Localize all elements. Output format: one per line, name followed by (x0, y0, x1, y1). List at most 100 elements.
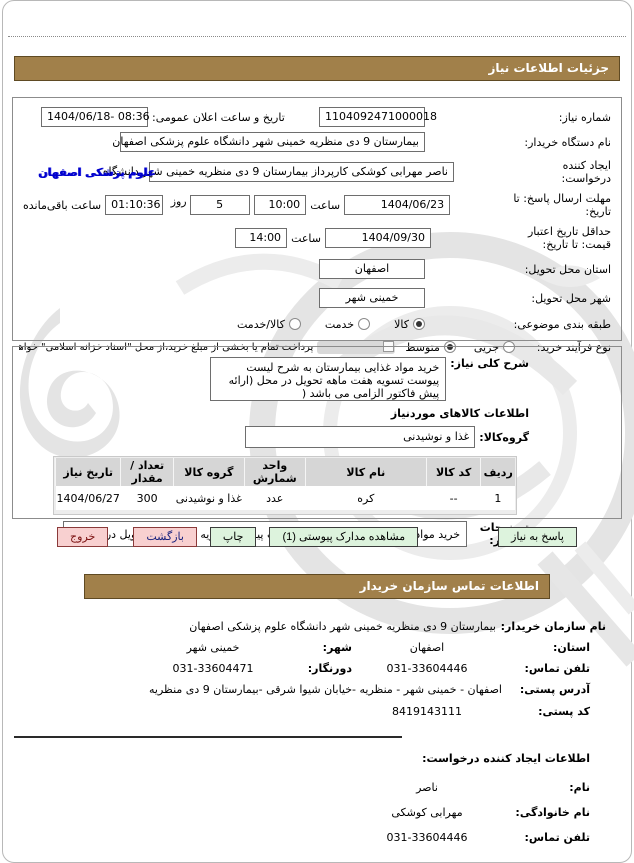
city-label: شهر: (322, 641, 352, 654)
process-partial-radio-label: جزیی (473, 340, 499, 354)
deadline-hour-input[interactable]: 10:00 (254, 195, 307, 215)
category-goods-radio-label: کالا (394, 317, 409, 331)
creator-info-heading: اطلاعات ایجاد کننده درخواست: (422, 752, 590, 765)
category-goods-radio[interactable] (413, 318, 425, 330)
row-purchase-process: نوع فرآیند خرید: جزیی متوسط پرداخت تمام … (19, 337, 611, 357)
process-medium-radio[interactable] (443, 341, 456, 353)
deadline-days-label: روز (170, 194, 187, 208)
goods-info-heading: اطلاعات کالاهای موردنیاز (390, 407, 529, 420)
announce-datetime-label: تاریخ و ساعت اعلان عمومی: (152, 110, 285, 124)
print-button[interactable]: چاپ (209, 527, 257, 547)
postal-address-value: اصفهان - خمینی شهر - منظریه -خیابان شیوا… (149, 683, 502, 696)
back-button[interactable]: بازگشت (133, 527, 197, 547)
province-value: اصفهان (409, 641, 445, 654)
price-validity-label: حداقل تاریخ اعتبار قیمت: تا تاریخ: (527, 225, 611, 251)
city-value: خمینی شهر (186, 641, 240, 654)
process-medium-radio-label: متوسط (405, 340, 440, 354)
need-description-box: شرح کلی نیاز: خرید مواد غذایی بیمارستان … (12, 346, 622, 547)
need-number-label: شماره نیاز: (558, 110, 611, 124)
category-goods-service-radio[interactable] (288, 318, 301, 330)
province-label: استان: (553, 641, 590, 654)
creator-name-label: نام: (569, 781, 590, 794)
col-item-name: نام کالا (304, 458, 427, 486)
row-province-city: استان: اصفهان شهر: خمینی شهر (0, 641, 634, 654)
remaining-hours-label: ساعت باقی‌مانده (23, 198, 102, 212)
response-deadline-label: مهلت ارسال پاسخ: تا تاریخ: (513, 192, 611, 218)
row-need-number: شماره نیاز: 1104092471000018 تاریخ و ساع… (19, 107, 611, 127)
category-goods-service-radio-label: کالا/خدمت (237, 317, 285, 331)
col-need-date: تاریخ نیاز (54, 458, 121, 486)
answer-need-button[interactable]: پاسخ به نیاز (498, 527, 577, 547)
action-buttons: پاسخ به نیاز مشاهده مدارک پیوستی (1) چاپ… (0, 527, 634, 547)
row-request-creator: ایجاد کننده درخواست: ناصر مهرابی کوشکی ک… (19, 157, 611, 187)
row-price-validity: حداقل تاریخ اعتبار قیمت: تا تاریخ: 1404/… (19, 223, 611, 253)
buyer-org-label: نام دستگاه خریدار: (524, 135, 611, 149)
need-description-textarea[interactable]: خرید مواد غذایی بیمارستان به شرح لیست پی… (210, 357, 447, 401)
postal-code-value: 8419143111 (392, 705, 462, 718)
goods-group-label: گروه‌کالا: (479, 430, 529, 444)
buyer-contact-section: نام سازمان خریدار: بیمارستان 9 دی منظریه… (0, 620, 634, 726)
creator-name-value: ناصر (416, 781, 438, 794)
purchase-process-label: نوع فرآیند خرید: (536, 340, 611, 354)
creator-org-overlay-link: علوم پزشکی اصفهان (37, 165, 156, 179)
row-phone-fax: تلفن تماس: 031-33604446 دورنگار: 031-336… (0, 662, 634, 675)
section-header-buyer-contact-label: اطلاعات تماس سازمان خریدار (359, 579, 539, 593)
fax-value: 031-33604471 (172, 662, 254, 675)
cell-item-name: کره (305, 486, 427, 510)
request-creator-input[interactable]: ناصر مهرابی کوشکی کارپرداز بیمارستان 9 د… (103, 162, 454, 182)
cell-item-group: غذا و نوشیدنی (173, 486, 245, 510)
request-creator-label: ایجاد کننده درخواست: (561, 159, 611, 185)
goods-table: ردیف کد کالا نام کالا واحد شمارش گروه کا… (54, 458, 515, 510)
col-count-unit: واحد شمارش (243, 458, 306, 486)
postal-address-label: آدرس پستی: (519, 683, 590, 696)
goods-group-input[interactable]: غذا و نوشیدنی (245, 426, 476, 448)
dotted-separator (8, 36, 626, 37)
section-divider (14, 736, 402, 738)
section-header-need-details: جزئیات اطلاعات نیاز (14, 56, 620, 81)
deadline-days-input[interactable]: 5 (189, 195, 250, 215)
row-creator-family: نام خانوادگی: مهرابی کوشکی (0, 806, 634, 819)
category-service-radio-label: خدمت (324, 317, 355, 331)
need-details-box: شماره نیاز: 1104092471000018 تاریخ و ساع… (12, 97, 622, 354)
validity-hour-label: ساعت (291, 231, 321, 245)
creator-family-label: نام خانوادگی: (515, 806, 590, 819)
contact-phone-label: تلفن تماس: (524, 662, 590, 675)
cell-quantity: 300 (120, 486, 174, 510)
col-row-number: ردیف (480, 458, 515, 486)
validity-hour-input[interactable]: 14:00 (235, 228, 288, 248)
row-creator-name: نام: ناصر (0, 781, 634, 794)
delivery-province-label: استان محل تحویل: (524, 262, 611, 276)
cell-count-unit: عدد (244, 486, 306, 510)
delivery-city-input[interactable]: خمینی شهر (319, 288, 425, 308)
deadline-date-input[interactable]: 1404/06/23 (344, 195, 451, 215)
goods-table-row: 1 -- کره عدد غذا و نوشیدنی 300 1404/06/2… (55, 486, 515, 510)
cell-item-code: -- (426, 486, 481, 510)
buyer-org-input[interactable]: بیمارستان 9 دی منظریه خمینی شهر دانشگاه … (112, 132, 425, 152)
row-delivery-province: استان محل تحویل: اصفهان (19, 256, 611, 282)
creator-phone-value: 031-33604446 (386, 831, 468, 844)
delivery-province-input[interactable]: اصفهان (319, 259, 425, 279)
validity-date-input[interactable]: 1404/09/30 (325, 228, 431, 248)
treasury-note-label: پرداخت تمام یا بخشی از مبلغ خرید،از محل … (19, 341, 314, 353)
row-delivery-city: شهر محل تحویل: خمینی شهر (19, 285, 611, 311)
need-description-label: شرح کلی نیاز: (450, 357, 529, 370)
row-response-deadline: مهلت ارسال پاسخ: تا تاریخ: 1404/06/23 سا… (19, 190, 611, 220)
announce-datetime-input[interactable]: 1404/06/18- 08:36 (41, 107, 150, 127)
row-postal-code: کد پستی: 8419143111 (0, 705, 634, 718)
cell-row-number: 1 (480, 486, 515, 510)
row-org-name: نام سازمان خریدار: بیمارستان 9 دی منظریه… (0, 620, 634, 633)
process-partial-radio[interactable] (503, 341, 515, 353)
view-attached-docs-button[interactable]: مشاهده مدارک پیوستی (1) (269, 527, 419, 547)
col-item-group: گروه کالا (172, 458, 245, 486)
need-number-input[interactable]: 1104092471000018 (319, 107, 437, 127)
row-postal-address: آدرس پستی: اصفهان - خمینی شهر - منظریه -… (0, 683, 634, 697)
remaining-hours-input[interactable]: 01:10:36 (105, 195, 164, 215)
org-name-label: نام سازمان خریدار: (500, 620, 606, 633)
cell-need-date: 1404/06/27 (55, 486, 121, 510)
exit-button[interactable]: خروج (57, 527, 109, 547)
org-name-value: بیمارستان 9 دی منظریه خمینی شهر دانشگاه … (189, 620, 496, 633)
category-service-radio[interactable] (358, 318, 371, 330)
row-buyer-org: نام دستگاه خریدار: بیمارستان 9 دی منظریه… (19, 130, 611, 154)
postal-code-label: کد پستی: (538, 705, 590, 718)
contact-phone-value: 031-33604446 (386, 662, 468, 675)
